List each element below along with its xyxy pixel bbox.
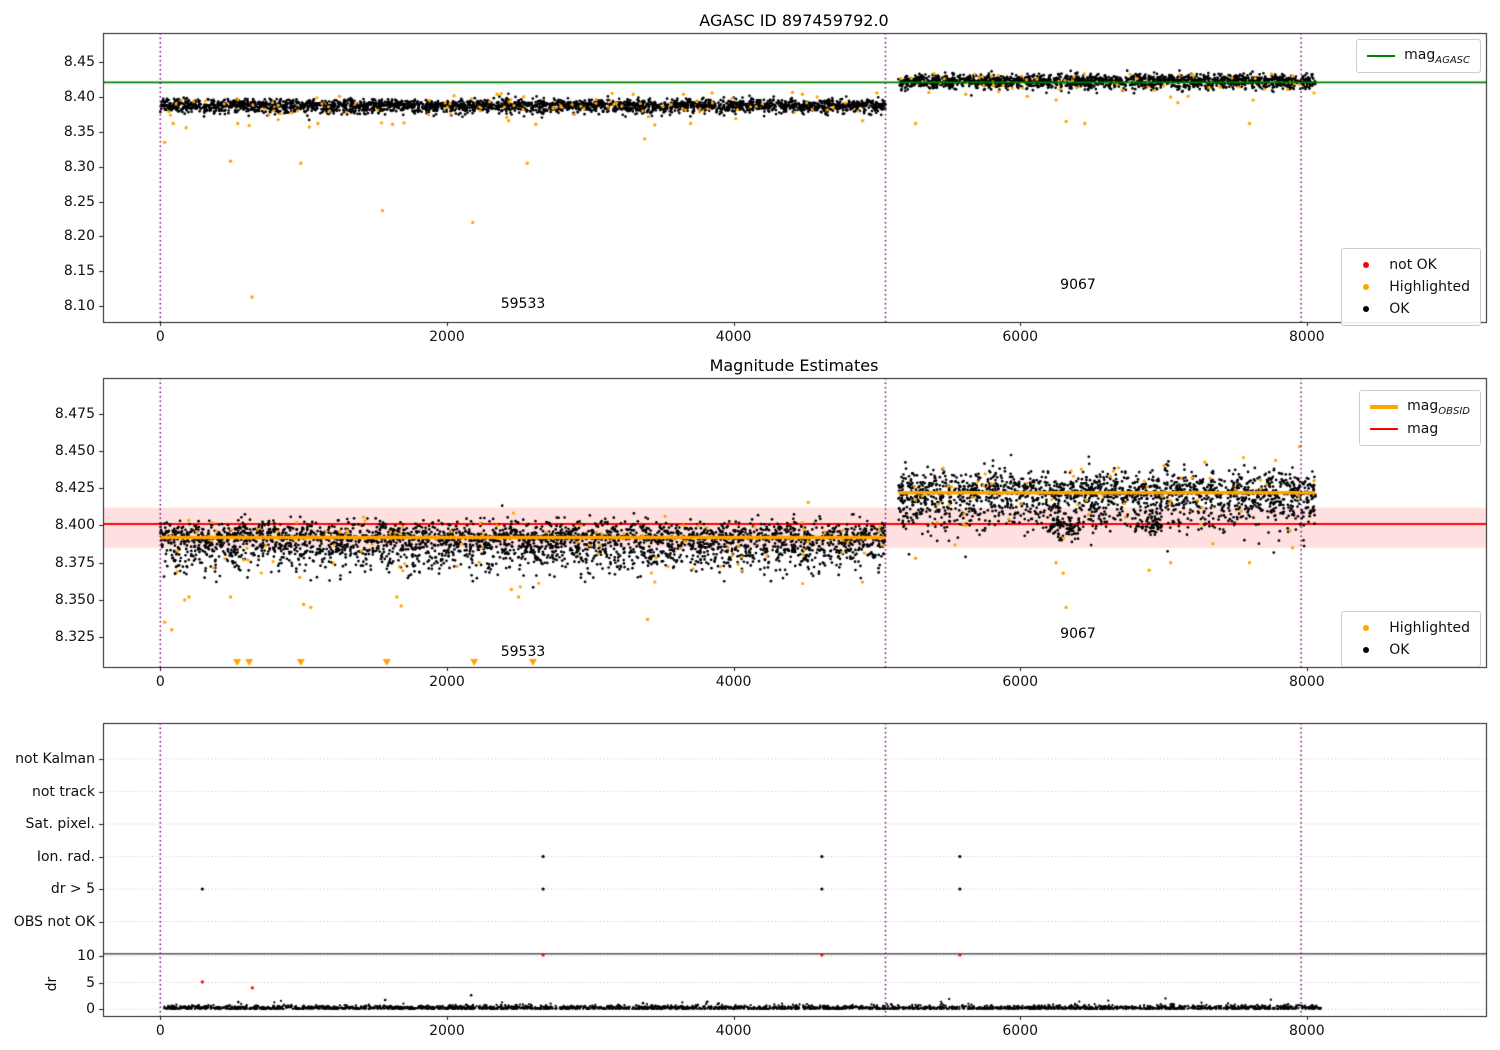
bottom-xtick-6000: 6000 bbox=[1002, 1023, 1039, 1039]
flag-label-sat-pixel: Sat. pixel. bbox=[25, 816, 95, 832]
dr-ytick-0: 0 bbox=[86, 1001, 95, 1017]
obsid-label-59533-top: 59533 bbox=[500, 296, 546, 312]
dr-ytick-5: 5 bbox=[86, 974, 95, 991]
top-ytick-8.45: 8.45 bbox=[63, 54, 95, 71]
flag-label-not-track: not track bbox=[31, 783, 95, 800]
legend-quality-middle: Highlighted OK bbox=[1341, 611, 1481, 667]
middle-plot-title: Magnitude Estimates bbox=[709, 356, 879, 375]
middle-ytick-8.375: 8.375 bbox=[54, 554, 95, 571]
legend-item-mag-agasc: magAGASC bbox=[1367, 45, 1470, 67]
top-xtick-4000: 4000 bbox=[715, 329, 752, 345]
top-ytick-8.20: 8.20 bbox=[63, 228, 95, 245]
top-ytick-8.40: 8.40 bbox=[63, 89, 95, 106]
legend-item-mag-obsid: magOBSID bbox=[1370, 396, 1470, 418]
line-swatch-icon bbox=[1370, 405, 1399, 409]
top-ytick-8.15: 8.15 bbox=[63, 263, 95, 280]
middle-ytick-8.350: 8.350 bbox=[54, 591, 95, 608]
legend-label: Highlighted bbox=[1389, 620, 1470, 636]
legend-item-ok: OK bbox=[1352, 639, 1470, 661]
legend-label: mag bbox=[1407, 421, 1439, 437]
middle-xtick-8000: 8000 bbox=[1289, 674, 1325, 690]
middle-xtick-6000: 6000 bbox=[1002, 674, 1039, 690]
line-swatch-icon bbox=[1367, 54, 1396, 58]
line-swatch-icon bbox=[1370, 427, 1399, 431]
flag-label-not-kalman: not Kalman bbox=[15, 751, 95, 767]
middle-ytick-8.475: 8.475 bbox=[54, 405, 95, 422]
legend-item-mag: mag bbox=[1370, 418, 1470, 440]
legend-item-ok: OK bbox=[1352, 298, 1470, 320]
dr-axis-label: dr bbox=[44, 976, 60, 992]
legend-label: Highlighted bbox=[1389, 279, 1470, 295]
legend-label: magOBSID bbox=[1407, 397, 1470, 417]
top-xtick-0: 0 bbox=[155, 329, 165, 345]
bottom-xtick-4000: 4000 bbox=[715, 1023, 752, 1039]
dot-swatch-icon bbox=[1352, 625, 1380, 631]
middle-xtick-0: 0 bbox=[155, 674, 165, 690]
top-xtick-2000: 2000 bbox=[429, 329, 465, 345]
bottom-xtick-8000: 8000 bbox=[1289, 1023, 1325, 1039]
legend-item-highlighted: Highlighted bbox=[1352, 617, 1470, 639]
top-xtick-8000: 8000 bbox=[1289, 329, 1325, 345]
middle-ytick-8.450: 8.450 bbox=[54, 442, 95, 459]
legend-label: magAGASC bbox=[1404, 46, 1470, 66]
top-ytick-8.35: 8.35 bbox=[63, 123, 95, 140]
legend-mag-obsid: magOBSID mag bbox=[1359, 390, 1481, 446]
legend-quality-top: not OK Highlighted OK bbox=[1341, 248, 1481, 326]
flag-label-obs-not-ok: OBS not OK bbox=[13, 913, 95, 930]
top-plot-title: AGASC ID 897459792.0 bbox=[699, 11, 889, 30]
middle-xtick-2000: 2000 bbox=[429, 674, 465, 690]
obsid-label-59533-middle: 59533 bbox=[500, 644, 546, 660]
middle-ytick-8.400: 8.400 bbox=[54, 517, 95, 534]
top-ytick-8.30: 8.30 bbox=[63, 158, 95, 175]
flag-label-dr-5: dr > 5 bbox=[50, 881, 95, 897]
top-xtick-6000: 6000 bbox=[1002, 329, 1039, 345]
dot-swatch-icon bbox=[1352, 306, 1380, 312]
top-ytick-8.25: 8.25 bbox=[63, 193, 95, 210]
legend-mag-agasc: magAGASC bbox=[1356, 39, 1481, 73]
dr-ytick-10: 10 bbox=[77, 948, 95, 964]
legend-label: not OK bbox=[1389, 257, 1437, 273]
dot-swatch-icon bbox=[1352, 284, 1380, 290]
middle-ytick-8.425: 8.425 bbox=[54, 480, 95, 497]
obsid-label-9067-top: 9067 bbox=[1060, 277, 1096, 293]
legend-label: OK bbox=[1389, 301, 1410, 317]
middle-ytick-8.325: 8.325 bbox=[54, 629, 95, 646]
flag-label-ion-rad: Ion. rad. bbox=[36, 848, 95, 865]
bottom-xtick-0: 0 bbox=[155, 1023, 165, 1039]
dot-swatch-icon bbox=[1352, 262, 1380, 268]
legend-item-highlighted: Highlighted bbox=[1352, 276, 1470, 298]
middle-xtick-4000: 4000 bbox=[715, 674, 752, 690]
bottom-xtick-2000: 2000 bbox=[429, 1023, 465, 1039]
legend-item-not-ok: not OK bbox=[1352, 254, 1470, 276]
top-ytick-8.10: 8.10 bbox=[63, 297, 95, 314]
legend-label: OK bbox=[1389, 642, 1410, 658]
obsid-label-9067-middle: 9067 bbox=[1060, 626, 1096, 642]
dot-swatch-icon bbox=[1352, 647, 1380, 653]
